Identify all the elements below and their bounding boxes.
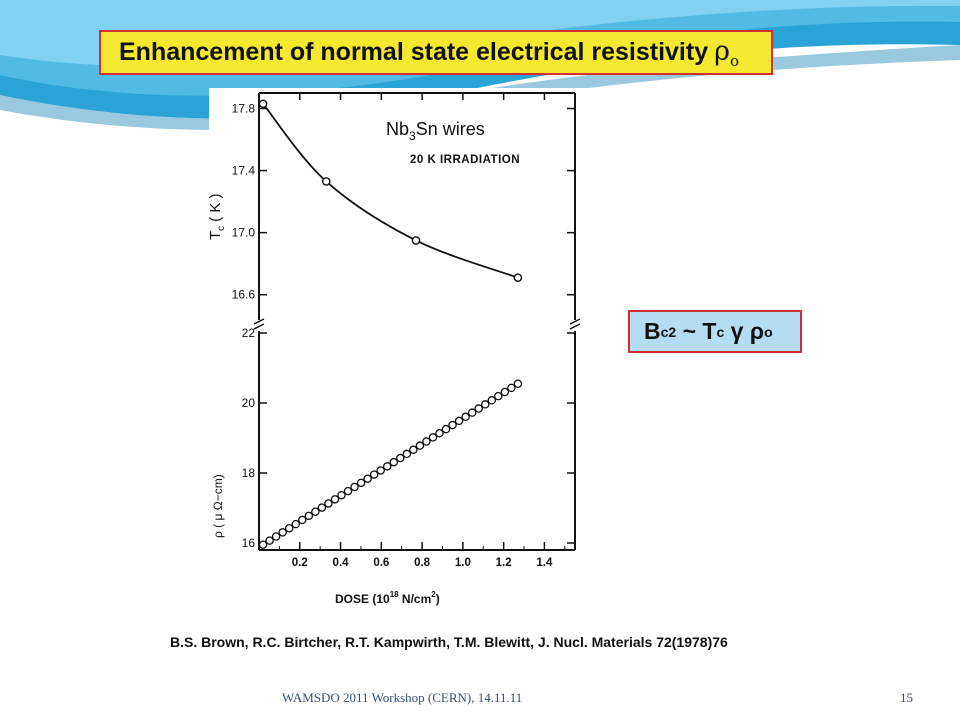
rho-point-2 [271, 532, 281, 541]
rho-axis-label: ρ ( μ Ω−cm) [211, 474, 225, 538]
chart-frame [253, 92, 581, 551]
tc-tick-label-0: 17.8 [232, 102, 256, 116]
annotation-irradiation: 20 K IRRADIATION [410, 154, 520, 166]
svg-text:Tc( K ): Tc( K ) [209, 193, 227, 240]
rho-point-11 [330, 495, 340, 504]
rho-tick-label-3: 16 [242, 536, 256, 550]
rho-point-17 [369, 470, 379, 479]
dose-tick-label-1: 0.4 [333, 557, 350, 569]
dose-tick-label-4: 1.0 [455, 557, 471, 569]
rho-point-18 [376, 466, 385, 475]
rho-point-14 [350, 482, 359, 492]
chart-labels: Nb3Sn wires 20 K IRRADIATION Tc( K ) ρ (… [209, 119, 520, 606]
tc-point-3 [513, 273, 523, 282]
dose-tick-label-3: 0.8 [414, 557, 431, 569]
rho-point-30 [454, 416, 464, 426]
rho-panel: 22 20 18 16 [242, 326, 575, 550]
rho-point-37 [500, 387, 510, 397]
rho-point-7 [304, 511, 314, 521]
rho-point-5 [291, 519, 300, 529]
rho-point-36 [494, 391, 503, 401]
rho-point-34 [480, 400, 490, 409]
dose-axis: 0.2 0.4 0.6 0.8 1.0 1.2 1.4 [278, 93, 566, 569]
rho-point-3 [278, 528, 287, 537]
tc-tick-label-3: 16.6 [232, 288, 256, 302]
dose-tick-label-6: 1.4 [536, 557, 553, 569]
rho-point-9 [317, 503, 327, 512]
formula-b: B [644, 318, 661, 344]
rho-point-19 [382, 462, 392, 471]
tc-point-2 [411, 236, 421, 245]
dose-tick-label-5: 1.2 [496, 557, 512, 569]
rho-point-24 [415, 441, 425, 450]
rho-point-25 [422, 437, 431, 446]
annotation-material: Nb3Sn wires [386, 119, 485, 143]
rho-point-31 [461, 412, 470, 422]
tc-point-0 [258, 99, 268, 109]
rho-point-16 [363, 474, 372, 483]
rho-symbol: ρo [714, 35, 740, 70]
formula-t-sub: c [716, 323, 725, 340]
citation: B.S. Brown, R.C. Birtcher, R.T. Kampwirt… [170, 634, 728, 650]
rho-point-8 [311, 507, 320, 516]
rho-point-1 [265, 536, 274, 545]
formula-tail: γ ρ [724, 318, 765, 344]
tc-point-1 [321, 177, 331, 186]
slide-title-box: Enhancement of normal state electrical r… [99, 30, 773, 75]
rho-tick-label-1: 20 [242, 396, 256, 410]
dose-tick-label-0: 0.2 [292, 557, 308, 569]
rho-point-22 [402, 449, 412, 459]
rho-point-28 [441, 424, 451, 434]
rho-point-10 [324, 499, 333, 508]
rho-point-38 [507, 383, 516, 393]
axis-break-left [253, 318, 265, 330]
rho-point-12 [337, 490, 346, 500]
rho-point-27 [435, 429, 444, 438]
formula-tail-sub: o [764, 323, 773, 340]
rho-point-26 [428, 433, 438, 442]
slide-title: Enhancement of normal state electrical r… [119, 38, 709, 66]
tc-curve [262, 103, 519, 279]
dose-tick-label-2: 0.6 [373, 557, 389, 569]
rho-point-33 [474, 404, 483, 413]
formula-b-sub: c2 [660, 323, 677, 340]
rho-tick-label-2: 18 [242, 466, 256, 480]
footer-text: WAMSDO 2011 Workshop (CERN), 14.11.11 [282, 690, 523, 705]
axis-break-right [569, 318, 581, 330]
rho-point-0 [258, 540, 268, 549]
rho-point-13 [343, 486, 353, 496]
dose-axis-label: DOSE (1018 N/cm2) [335, 590, 440, 606]
rho-point-29 [448, 420, 457, 430]
rho-point-32 [467, 408, 477, 417]
rho-point-35 [487, 396, 497, 405]
resistivity-chart: 17.8 17.4 17.0 16.6 22 20 18 16 0.2 0.4 0.6 0.8 1.… [209, 92, 581, 606]
rho-point-21 [396, 453, 405, 463]
page-number: 15 [900, 690, 913, 705]
tc-panel: 17.8 17.4 17.0 16.6 [232, 99, 575, 302]
svg-text:ρ ( μ Ω−cm): ρ ( μ Ω−cm) [211, 474, 225, 538]
rho-tick-label-0: 22 [242, 326, 256, 340]
rho-point-39 [513, 379, 523, 388]
tc-tick-label-1: 17.4 [232, 164, 256, 178]
rho-point-20 [389, 457, 399, 467]
rho-point-15 [356, 478, 366, 488]
rho-point-6 [298, 515, 307, 525]
formula-rest: ~ T [676, 318, 717, 344]
rho-point-4 [284, 523, 294, 533]
tc-tick-label-2: 17.0 [232, 226, 256, 240]
rho-point-23 [409, 445, 418, 455]
tc-axis-label: Tc( K ) [209, 193, 227, 240]
